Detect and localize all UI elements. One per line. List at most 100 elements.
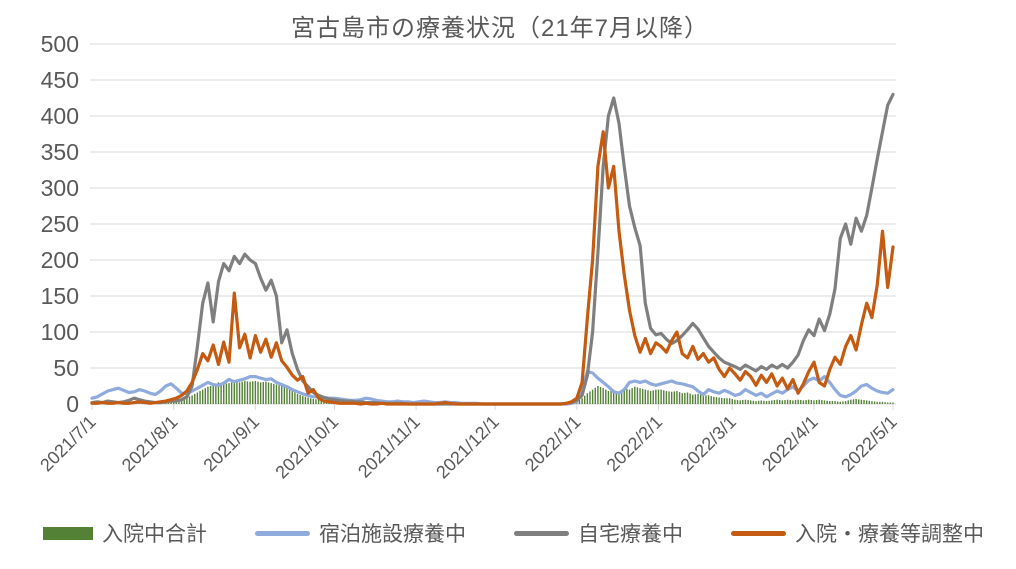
bar — [312, 398, 315, 404]
bar — [692, 394, 694, 404]
bar — [752, 400, 755, 404]
bar — [773, 400, 776, 404]
bar — [697, 393, 699, 404]
x-axis-tick-label: 2022/2/1 — [603, 412, 667, 476]
bar — [589, 391, 591, 404]
x-axis-tick-label: 2022/1/1 — [521, 412, 585, 476]
bar — [855, 398, 857, 404]
x-axis-tick-label: 2022/4/1 — [758, 412, 822, 476]
bar — [868, 400, 870, 404]
legend-item-hospitalized: 入院中合計 — [43, 518, 207, 548]
bar — [786, 399, 789, 404]
bar — [196, 392, 199, 404]
bar — [765, 401, 768, 404]
bar — [286, 388, 288, 404]
bar — [834, 401, 836, 404]
bar — [678, 392, 681, 404]
bar — [215, 383, 217, 404]
bar — [623, 388, 625, 404]
bar — [821, 400, 823, 404]
legend-swatch-bar-green — [43, 526, 93, 540]
bar — [879, 401, 881, 404]
bar — [689, 393, 691, 404]
x-axis-tick-label: 2022/5/1 — [837, 412, 901, 476]
bar — [742, 400, 744, 404]
bar — [191, 395, 193, 404]
bar — [599, 387, 602, 404]
bar — [826, 400, 828, 404]
bar — [815, 400, 818, 404]
bar — [715, 397, 718, 404]
bar — [802, 400, 805, 404]
bar — [873, 401, 876, 404]
legend-label: 入院・療養等調整中 — [795, 523, 984, 546]
bar — [199, 391, 201, 404]
bar — [283, 387, 286, 404]
bar — [186, 397, 188, 404]
bar — [209, 386, 212, 404]
bar — [699, 394, 702, 404]
bar — [188, 396, 191, 404]
bar — [755, 401, 757, 404]
bar — [230, 382, 233, 404]
bar — [249, 381, 251, 404]
bar — [607, 391, 610, 404]
bar — [771, 400, 773, 404]
bar — [217, 382, 220, 404]
bar — [705, 395, 707, 404]
bar — [652, 390, 654, 404]
bar — [736, 400, 739, 404]
bar — [591, 389, 594, 404]
bar — [241, 381, 243, 404]
x-axis-tick-label: 2021/12/1 — [432, 412, 503, 483]
bar — [252, 381, 254, 404]
bar — [278, 385, 280, 404]
bar — [254, 380, 257, 404]
bar — [842, 401, 844, 404]
bar — [731, 398, 733, 404]
x-axis-tick-label: 2021/9/1 — [199, 412, 263, 476]
bar — [839, 401, 842, 404]
bar — [721, 397, 723, 404]
bar — [707, 395, 710, 404]
bar — [267, 382, 270, 404]
bar — [823, 400, 826, 404]
bar — [223, 383, 225, 404]
bar — [844, 401, 847, 404]
bar — [871, 401, 873, 404]
bar — [228, 383, 230, 404]
bar — [212, 385, 214, 404]
y-axis-tick-label: 300 — [41, 175, 79, 201]
bar — [636, 387, 639, 404]
bar — [262, 382, 264, 404]
bar — [684, 392, 686, 404]
bar — [307, 397, 309, 404]
bar — [657, 389, 660, 404]
bar — [273, 383, 275, 404]
bar — [781, 400, 784, 404]
bar — [805, 400, 807, 404]
bar — [644, 389, 647, 404]
bar — [831, 401, 834, 404]
bar — [626, 388, 628, 404]
bar — [676, 391, 678, 404]
bar — [602, 388, 604, 404]
bar — [296, 393, 299, 404]
bar — [881, 401, 884, 404]
bar — [270, 383, 272, 404]
plot-area: 0 50 100 150 200 250 300 350 400 450 500 2021/7/1 20… — [36, 31, 901, 483]
bar — [201, 389, 204, 404]
bar — [586, 393, 589, 404]
bar — [315, 399, 317, 404]
y-axis-tick-label: 400 — [41, 103, 79, 129]
legend-label: 自宅療養中 — [578, 523, 683, 546]
line-series-2 — [90, 92, 895, 406]
bar — [818, 399, 820, 404]
bar — [686, 392, 689, 404]
y-axis-tick-label: 250 — [41, 211, 79, 237]
bar — [649, 391, 652, 404]
bar — [597, 386, 599, 404]
y-axis-tick-label: 200 — [41, 247, 79, 273]
bar — [876, 401, 878, 404]
y-axis-tick-label: 350 — [41, 139, 79, 165]
